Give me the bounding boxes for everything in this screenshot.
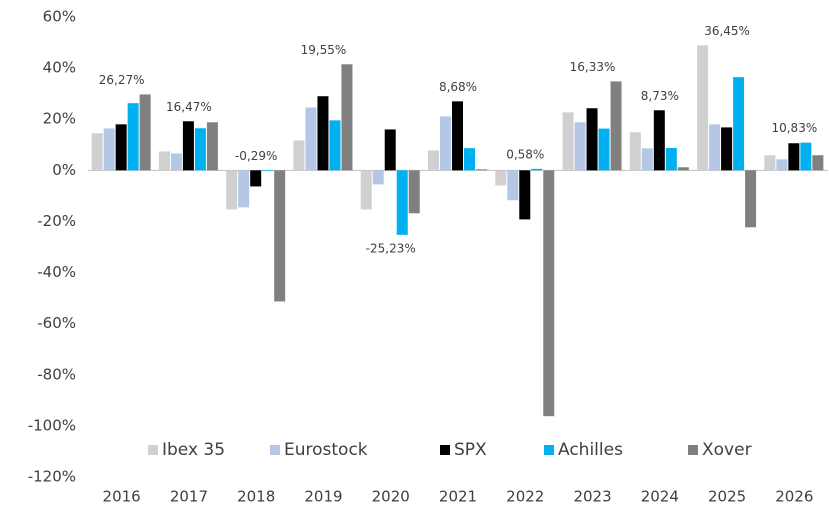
bar (531, 168, 543, 171)
bar (721, 127, 733, 171)
data-label: 8,68% (439, 80, 477, 94)
y-tick-label: 20% (43, 110, 76, 128)
data-label: 0,58% (506, 147, 544, 161)
bar (574, 122, 586, 171)
x-tick-label: 2026 (775, 488, 813, 506)
y-tick-label: -80% (37, 365, 76, 383)
bar (562, 112, 574, 171)
bar (305, 107, 317, 171)
bar (764, 155, 776, 171)
legend-label: Xover (702, 440, 752, 460)
bar (745, 170, 757, 228)
bar (665, 148, 677, 171)
bar (428, 150, 439, 171)
data-label: 16,47% (166, 100, 212, 114)
bar (293, 140, 305, 171)
bar (641, 148, 653, 171)
y-tick-label: -40% (37, 263, 76, 281)
legend-label: SPX (454, 440, 487, 460)
bar (800, 142, 812, 171)
bar (733, 77, 745, 171)
x-tick-label: 2023 (573, 488, 611, 506)
x-tick-label: 2024 (641, 488, 679, 506)
legend-swatch (270, 445, 280, 455)
y-tick-label: -20% (37, 212, 76, 230)
bar (586, 108, 598, 171)
bar (709, 124, 721, 171)
y-tick-label: -100% (28, 416, 76, 434)
bar (360, 170, 372, 210)
data-label: 36,45% (704, 24, 750, 38)
bar (206, 122, 218, 171)
bar (507, 170, 519, 201)
bar (495, 170, 507, 186)
legend-swatch (688, 445, 698, 455)
x-tick-label: 2019 (304, 488, 342, 506)
x-tick-label: 2020 (372, 488, 410, 506)
y-tick-label: 0% (52, 161, 76, 179)
bar (91, 133, 103, 171)
bar (127, 103, 139, 171)
data-label: 16,33% (570, 60, 616, 74)
bar (812, 155, 824, 171)
bar (464, 148, 475, 171)
bar (408, 170, 420, 214)
bar (317, 96, 329, 171)
bar (598, 128, 610, 171)
bar (274, 170, 286, 302)
data-label: 10,83% (771, 121, 817, 135)
bar (329, 120, 341, 171)
bar (170, 153, 182, 171)
bar (440, 116, 451, 171)
bar (697, 45, 709, 171)
x-tick-label: 2025 (708, 488, 746, 506)
bar (139, 94, 151, 171)
legend-swatch (544, 445, 554, 455)
bar (238, 170, 250, 208)
bar (262, 170, 274, 172)
bar (396, 170, 408, 235)
bar (476, 169, 487, 171)
legend-label: Achilles (558, 440, 623, 460)
bar (372, 170, 384, 185)
bar (115, 124, 127, 171)
bar (776, 159, 788, 171)
bar (543, 170, 555, 417)
data-label: -25,23% (366, 241, 416, 255)
y-tick-label: 60% (43, 8, 76, 26)
bar (103, 128, 115, 171)
y-tick-label: 40% (43, 59, 76, 77)
bar (519, 170, 531, 220)
x-tick-label: 2017 (170, 488, 208, 506)
x-tick-label: 2022 (506, 488, 544, 506)
bar (250, 170, 262, 187)
bar (610, 81, 622, 171)
data-label: 8,73% (641, 89, 679, 103)
bar (384, 129, 396, 171)
bar (677, 167, 689, 171)
y-tick-label: -120% (28, 468, 76, 486)
legend-label: Ibex 35 (162, 440, 225, 460)
data-label: 26,27% (99, 73, 145, 87)
bar (629, 132, 641, 171)
bar (788, 143, 800, 171)
legend-swatch (440, 445, 450, 455)
x-tick-label: 2021 (439, 488, 477, 506)
bar (341, 64, 353, 171)
bar (653, 110, 665, 171)
bar (452, 101, 463, 171)
bar (182, 121, 194, 171)
bar (194, 128, 206, 171)
data-label: -0,29% (235, 149, 277, 163)
bar (226, 170, 238, 210)
legend-label: Eurostock (284, 440, 368, 460)
bar (158, 151, 170, 171)
x-tick-label: 2018 (237, 488, 275, 506)
data-label: 19,55% (301, 43, 347, 57)
legend-swatch (148, 445, 158, 455)
x-tick-label: 2016 (103, 488, 141, 506)
y-tick-label: -60% (37, 314, 76, 332)
